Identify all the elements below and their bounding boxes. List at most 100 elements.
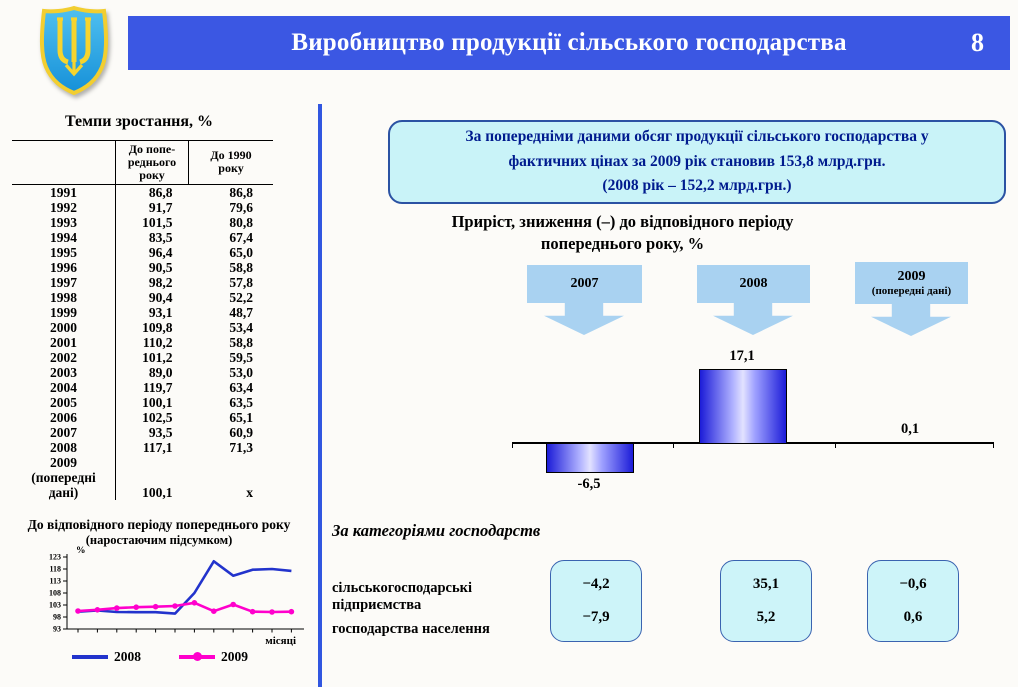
- year-cell: 1997: [12, 274, 116, 290]
- year-cell: 2001: [12, 334, 116, 350]
- legend-label: 2009: [221, 649, 248, 664]
- year-box-2008: 2008: [697, 265, 810, 303]
- year-cell: 1998: [12, 289, 116, 305]
- ukraine-coat-of-arms-icon: [39, 5, 109, 96]
- table-header-row: До попе- реднього року До 1990 року: [12, 140, 273, 185]
- bar-2007: [546, 443, 634, 473]
- svg-text:113: 113: [49, 577, 61, 586]
- bar-value-label: -6,5: [577, 475, 601, 492]
- row-label-enterprises: сільськогосподарські підприємства: [332, 580, 473, 614]
- value-cell: 90,5: [148, 259, 173, 275]
- table-row: 1994 83,5 67,4: [12, 229, 273, 245]
- svg-text:118: 118: [49, 565, 61, 574]
- year-cell: 2003: [12, 364, 116, 380]
- year-box-label: 2009: [897, 268, 926, 284]
- value-cell: 96,4: [148, 244, 173, 260]
- year-cell: 2009 (попередні дані): [12, 454, 116, 500]
- growth-table: До попе- реднього року До 1990 року 1991…: [12, 140, 273, 500]
- year-cell: 2006: [12, 409, 116, 425]
- year-box-2009: 2009 (попередні дані): [855, 262, 968, 304]
- table-row: 2004 119,7 63,4: [12, 379, 273, 395]
- svg-text:98: 98: [53, 613, 61, 622]
- value-cell: 100,1: [142, 484, 173, 500]
- year-box-sublabel: (попередні дані): [871, 285, 952, 297]
- year-cell: 1993: [12, 214, 116, 230]
- year-cell: 1992: [12, 199, 116, 215]
- table-row: 2007 93,5 60,9: [12, 424, 273, 440]
- value-cell: 65,0: [229, 244, 253, 260]
- bar-value-label: 0,1: [900, 421, 920, 437]
- svg-text:93: 93: [53, 625, 61, 634]
- slide-title-bar: Виробництво продукції сільського господа…: [128, 16, 1010, 70]
- households-value: 0,6: [903, 608, 923, 625]
- svg-text:місяці: місяці: [265, 635, 296, 647]
- value-cell: 63,4: [229, 379, 253, 395]
- table-row: 2008 117,1 71,3: [12, 439, 273, 455]
- value-cell: 98,2: [148, 274, 173, 290]
- axis-tick: [673, 442, 674, 448]
- table-row: 2001 110,2 58,8: [12, 334, 273, 350]
- households-value: −7,9: [582, 608, 610, 625]
- info-box: За попередніми даними обсяг продукції сі…: [388, 120, 1006, 204]
- mini-chart-subtitle: (наростаючим підсумком): [85, 533, 233, 547]
- value-cell: 101,2: [142, 349, 173, 365]
- category-box-2008: 35,1 5,2: [720, 560, 812, 642]
- table-row: 2009 (попередні дані) 100,1 х: [12, 454, 273, 500]
- page-number: 8: [971, 28, 984, 57]
- table-row: 1997 98,2 57,8: [12, 274, 273, 290]
- value-cell: 86,8: [229, 184, 253, 200]
- table-row: 2000 109,8 53,4: [12, 319, 273, 335]
- value-cell: 53,0: [229, 364, 253, 380]
- svg-text:%: %: [76, 546, 86, 556]
- year-cell: 1996: [12, 259, 116, 275]
- year-cell: 1995: [12, 244, 116, 260]
- year-cell: 1999: [12, 304, 116, 320]
- value-cell: 91,7: [148, 199, 173, 215]
- value-cell: 93,5: [148, 424, 173, 440]
- mini-line-chart: 93 98 103 108 113 118 123% місяці: [49, 546, 304, 647]
- year-cell: 2005: [12, 394, 116, 410]
- value-cell: 58,8: [229, 334, 253, 350]
- year-cell: 1994: [12, 229, 116, 245]
- value-cell: х: [246, 484, 253, 500]
- table-row: 1999 93,1 48,7: [12, 304, 273, 320]
- value-cell: 80,8: [229, 214, 253, 230]
- bar-chart: -6,5 17,1 0,1: [505, 345, 1010, 505]
- table-row: 2005 100,1 63,5: [12, 394, 273, 410]
- value-cell: 53,4: [229, 319, 253, 335]
- table-row: 2006 102,5 65,1: [12, 409, 273, 425]
- bar-2008: [699, 368, 787, 444]
- table-row: 1996 90,5 58,8: [12, 259, 273, 275]
- svg-text:108: 108: [49, 589, 61, 598]
- mini-chart-title: До відповідного періоду попереднього рок…: [27, 517, 291, 532]
- mini-chart-legend: 2008 2009: [10, 649, 310, 665]
- table-row: 1995 96,4 65,0: [12, 244, 273, 260]
- value-cell: 63,5: [229, 394, 253, 410]
- table-row: 1992 91,7 79,6: [12, 199, 273, 215]
- svg-text:103: 103: [49, 601, 61, 610]
- year-cell: 2000: [12, 319, 116, 335]
- value-cell: 71,3: [229, 439, 253, 455]
- year-cell: 2004: [12, 379, 116, 395]
- category-box-2007: −4,2 −7,9: [550, 560, 642, 642]
- table-row: 1993 101,5 80,8: [12, 214, 273, 230]
- down-arrow-icon: [713, 303, 793, 335]
- value-cell: 110,2: [142, 334, 173, 350]
- categories-title: За категоріями господарств: [332, 521, 541, 540]
- value-cell: 57,8: [229, 274, 253, 290]
- legend-item-2008: 2008: [72, 649, 141, 665]
- value-cell: 52,2: [229, 289, 253, 305]
- value-cell: 48,7: [229, 304, 253, 320]
- table-row: 1998 90,4 52,2: [12, 289, 273, 305]
- legend-line-2009-icon: [179, 652, 215, 661]
- value-cell: 60,9: [229, 424, 253, 440]
- value-cell: 109,8: [142, 319, 173, 335]
- growth-table-body: 1991 86,8 86,8 1992 91,7 79,6 1993 101,5 80,8 199…: [12, 184, 273, 500]
- value-cell: 86,8: [148, 184, 173, 200]
- value-cell: 93,1: [148, 304, 173, 320]
- bar-chart-title: Приріст, зниження (–) до відповідного пе…: [451, 212, 794, 254]
- value-cell: 90,4: [148, 289, 173, 305]
- enterprises-value: −4,2: [582, 576, 610, 593]
- value-cell: 58,8: [229, 259, 253, 275]
- year-cell: 2002: [12, 349, 116, 365]
